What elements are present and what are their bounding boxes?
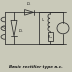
Text: $v_2$: $v_2$ (1, 24, 7, 32)
Text: $D_1$: $D_1$ (26, 1, 32, 8)
Bar (48, 32, 52, 41)
Text: $R_m$: $R_m$ (47, 33, 53, 41)
Text: $D_2$: $D_2$ (17, 27, 23, 35)
Text: $I_m$: $I_m$ (41, 16, 46, 24)
Text: Basic rectifier type a.c.: Basic rectifier type a.c. (9, 65, 63, 69)
